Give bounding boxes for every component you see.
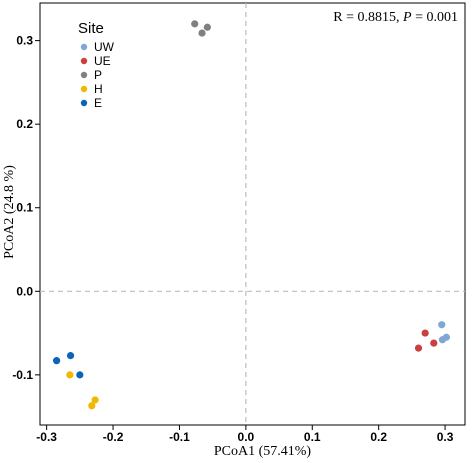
- x-tick-label: 0.2: [370, 430, 387, 444]
- point-ue: [414, 344, 423, 352]
- legend-label-p: P: [94, 68, 102, 82]
- legend-title: Site: [78, 20, 104, 37]
- point-h: [91, 396, 99, 404]
- x-tick-label: 0.3: [437, 430, 454, 444]
- legend-marker-p: [80, 71, 88, 79]
- point-ue: [421, 329, 429, 337]
- legend-marker-uw: [80, 43, 88, 51]
- point-p: [203, 23, 211, 31]
- point-h: [88, 402, 96, 410]
- x-tick-label: -0.2: [103, 430, 124, 444]
- y-tick-label: 0.3: [16, 34, 33, 48]
- y-axis: -0.1 0.0 0.1 0.2 0.3: [12, 34, 40, 382]
- point-p: [198, 29, 206, 37]
- y-tick-label: 0.2: [16, 117, 33, 131]
- x-tick-label: -0.1: [169, 430, 190, 444]
- legend-label-e: E: [94, 96, 102, 110]
- stats-annotation-suffix: = 0.001: [412, 10, 458, 25]
- stats-annotation: R = 0.8815, P = 0.001: [333, 10, 458, 25]
- x-axis: -0.3 -0.2 -0.1 0.0 0.1 0.2 0.3: [36, 425, 454, 444]
- stats-annotation-var: P: [402, 10, 412, 25]
- plot-frame: [39, 2, 466, 426]
- legend-marker-ue: [80, 57, 88, 65]
- point-e: [66, 352, 75, 360]
- reference-lines: [40, 3, 465, 425]
- x-axis-label: PCoA1 (57.41%): [214, 444, 312, 459]
- point-ue: [430, 339, 438, 347]
- point-p: [191, 20, 199, 28]
- point-h: [66, 371, 74, 379]
- y-tick-label: 0.0: [16, 284, 33, 298]
- stats-annotation-prefix: R = 0.8815,: [333, 10, 403, 25]
- legend-marker-h: [80, 85, 88, 93]
- point-e: [53, 357, 61, 365]
- data-points: [53, 20, 451, 410]
- y-tick-label: 0.1: [16, 201, 33, 215]
- y-tick-label: -0.1: [12, 368, 33, 382]
- x-tick-label: -0.3: [36, 430, 57, 444]
- x-tick-label: 0.1: [304, 430, 321, 444]
- point-uw: [438, 321, 446, 329]
- legend-label-ue: UE: [94, 54, 111, 68]
- x-tick-label: 0.0: [238, 430, 255, 444]
- point-e: [76, 371, 84, 379]
- legend-label-uw: UW: [94, 40, 115, 54]
- legend-marker-e: [80, 99, 88, 107]
- y-axis-label: PCoA2 (24.8 %): [2, 165, 17, 259]
- legend-label-h: H: [94, 82, 103, 96]
- point-uw: [442, 333, 451, 341]
